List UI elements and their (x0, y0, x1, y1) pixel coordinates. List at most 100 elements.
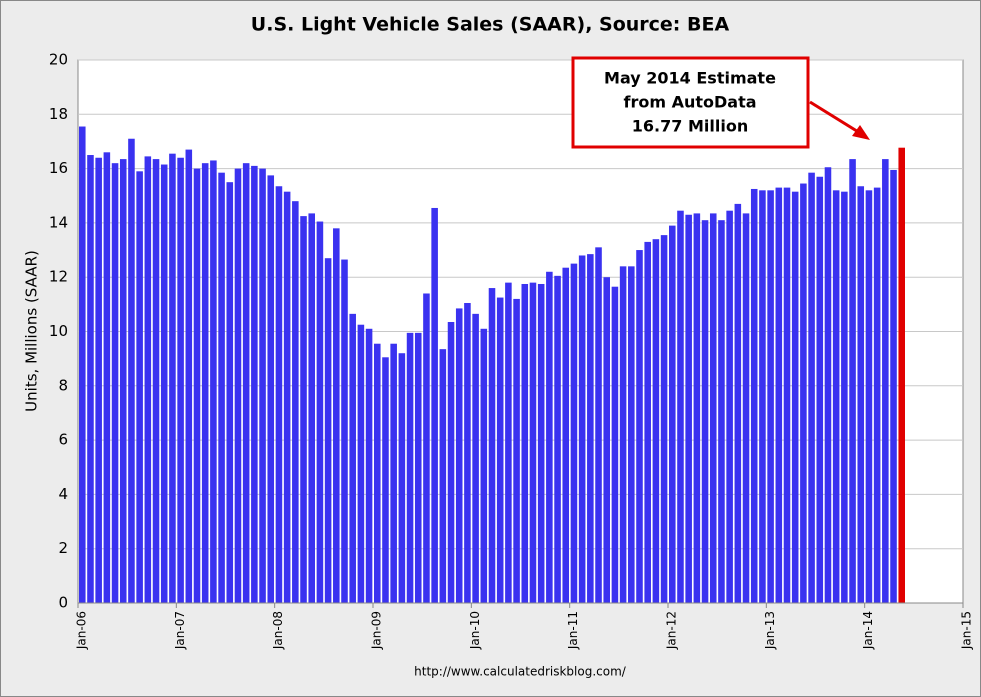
bar (275, 186, 283, 603)
bar (726, 210, 733, 603)
bar (636, 250, 643, 604)
bar (324, 258, 332, 603)
bar (349, 313, 356, 603)
x-tick-label: Jan-10 (468, 611, 482, 650)
bar (669, 225, 676, 604)
bar (742, 213, 750, 603)
bar (300, 216, 307, 604)
bar (890, 169, 897, 603)
chart-title: U.S. Light Vehicle Sales (SAAR), Source:… (251, 14, 730, 36)
bar (144, 156, 152, 603)
y-tick-label: 10 (49, 322, 68, 340)
bar (382, 357, 389, 603)
bar (693, 213, 701, 603)
x-tick-label: Jan-07 (173, 611, 187, 650)
bar (267, 175, 275, 603)
bar (709, 213, 717, 603)
bar (546, 271, 553, 603)
bar (431, 207, 438, 603)
bar (750, 188, 758, 603)
bar (660, 235, 668, 603)
y-axis-label: Units, Millions (SAAR) (23, 250, 41, 412)
bar (718, 220, 725, 603)
bar (611, 286, 619, 603)
bar (898, 147, 905, 603)
bar (210, 160, 217, 603)
bar (873, 187, 881, 604)
x-tick-label: Jan-08 (271, 611, 285, 650)
annotation-text: 16.77 Million (632, 117, 748, 136)
y-tick-label: 0 (58, 594, 68, 612)
bar (619, 266, 627, 603)
bar (160, 164, 168, 603)
y-tick-label: 14 (49, 213, 68, 231)
bar (111, 163, 119, 604)
bar (824, 167, 832, 603)
annotation-arrow (809, 100, 861, 135)
x-tick-label: Jan-11 (566, 611, 580, 650)
bar (734, 203, 742, 603)
bar (578, 255, 586, 604)
bar (357, 324, 365, 603)
bar (193, 168, 201, 603)
bar (759, 190, 766, 603)
bar (177, 157, 184, 604)
y-tick-label: 2 (58, 539, 68, 557)
bar (283, 191, 291, 604)
bar (800, 183, 807, 603)
bar (775, 187, 783, 604)
bar (398, 353, 406, 603)
x-tick-label: Jan-06 (75, 611, 89, 650)
bar (554, 275, 561, 603)
bar (95, 157, 102, 604)
annotation-arrowhead (852, 125, 870, 140)
bar (447, 321, 455, 603)
bar (455, 308, 463, 603)
annotation-text: May 2014 Estimate (604, 69, 776, 88)
bar (570, 263, 578, 603)
bar (251, 165, 258, 603)
bar (628, 266, 635, 603)
bar (562, 267, 570, 603)
annotation-box (571, 56, 810, 149)
y-tick-label: 6 (58, 431, 68, 449)
bar (808, 172, 815, 604)
bar (685, 214, 692, 603)
bar (865, 190, 873, 603)
source-label: http://www.calculatedriskblog.com/ (414, 665, 627, 679)
bar (644, 241, 651, 603)
bar (259, 168, 266, 603)
bar (480, 328, 488, 603)
y-tick-label: 16 (49, 159, 68, 177)
bar (128, 138, 135, 604)
bar (849, 159, 856, 603)
bar (521, 283, 529, 603)
bar (587, 254, 594, 603)
bar (537, 283, 545, 603)
y-tick-label: 4 (58, 485, 68, 503)
bar (341, 259, 348, 603)
bar (595, 247, 602, 603)
bar (791, 191, 799, 604)
bar (103, 152, 111, 603)
bar (783, 187, 791, 604)
bar (464, 302, 471, 603)
bar (292, 201, 299, 603)
bar (414, 332, 422, 603)
annotation-text: from AutoData (623, 93, 756, 112)
bar (882, 159, 889, 603)
bar (472, 313, 479, 603)
bar (169, 153, 176, 604)
bar (79, 126, 86, 603)
bar (308, 213, 315, 603)
bar (529, 282, 537, 603)
bar (505, 282, 512, 603)
bar (136, 171, 143, 603)
x-tick-label: Jan-12 (665, 611, 679, 650)
bar (185, 149, 193, 603)
bar (374, 343, 381, 603)
bar (390, 343, 397, 603)
bar (201, 163, 209, 604)
x-tick-label: Jan-13 (763, 611, 777, 650)
